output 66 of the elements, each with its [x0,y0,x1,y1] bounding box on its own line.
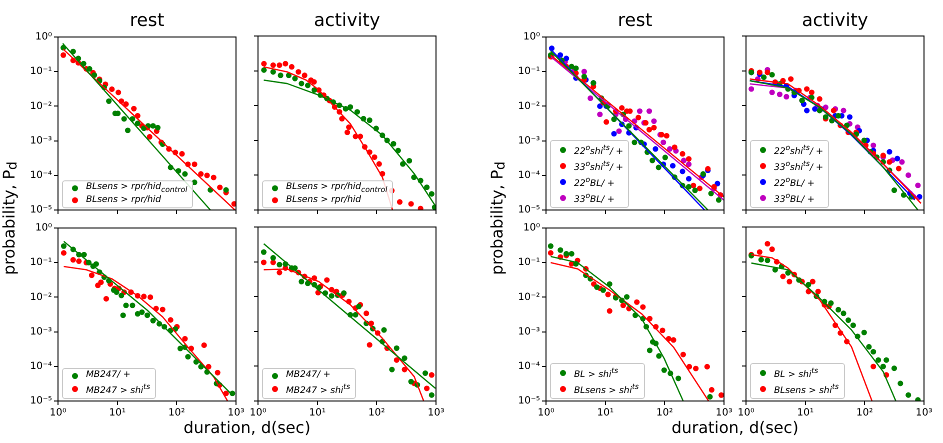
legend-label: MB247/ + [286,370,331,381]
y-tick-label: 10⁻³ [518,326,540,338]
y-tick-label: 10⁰ [35,32,52,43]
legend-label: 22$^{o}$shi$^{ts}$/ + [574,142,624,158]
legend-label: BLsens > rpr/hid [86,195,162,206]
y-tick-label: 10⁻¹ [30,66,52,78]
y-tick-label: 10⁻⁵ [518,396,540,407]
legend-label: 22$^{o}$BL/ + [574,174,615,190]
y-tick-label: 10⁻⁴ [518,360,540,372]
chart-title: activity [312,9,382,33]
x-tick-label: 10¹ [796,408,814,419]
y-tick-label: 10⁻³ [30,326,52,338]
y-tick-label: 10⁰ [523,32,540,43]
legend-label: BL > shi$^{ts}$ [574,365,618,381]
legend-label: MB247/ + [86,370,131,381]
legend-label: BLsens > rpr/hid$_{control}$ [86,182,188,195]
y-tick-label: 10⁰ [35,222,52,234]
x-tick-label: 10¹ [596,408,614,419]
chart-title: rest [128,9,166,33]
x-axis-title: duration, d(sec) [670,417,800,439]
x-tick-label: 10² [856,408,874,419]
y-tick-label: 10⁻⁵ [30,396,52,407]
legend-label: MB247 > shi$^{ts}$ [86,381,150,397]
x-tick-label: 10³ [228,408,244,419]
y-tick-label: 10⁻¹ [518,257,540,268]
y-tick-label: 10⁻⁵ [30,204,52,216]
legend-label: MB247 > shi$^{ts}$ [286,381,350,397]
y-tick-label: 10⁻¹ [30,257,52,268]
x-tick-label: 10⁰ [50,408,66,419]
legend-label: 33$^{o}$shi$^{ts}$/ + [574,158,624,174]
y-tick-label: 10⁻⁴ [30,170,52,181]
x-tick-label: 10⁰ [738,408,754,419]
x-tick-label: 10² [368,408,386,419]
legend-label: 33$^{o}$shi$^{ts}$/ + [774,158,824,174]
x-tick-label: 10¹ [308,408,326,419]
legend-label: 33$^{o}$BL/ + [574,190,615,206]
legend-label: 33$^{o}$BL/ + [774,190,815,206]
legend-label: BLsens > shi$^{ts}$ [574,381,639,397]
legend-label: 22$^{o}$shi$^{ts}$/ + [774,142,824,158]
x-tick-label: 10⁰ [538,408,554,419]
x-tick-label: 10³ [916,408,932,419]
y-tick-label: 10⁻⁵ [518,204,540,216]
x-tick-label: 10² [656,408,674,419]
legend-label: 22$^{o}$BL/ + [774,174,815,190]
y-tick-label: 10⁻² [30,100,52,112]
x-tick-label: 10³ [428,408,444,419]
y-tick-label: 10⁻³ [518,135,540,146]
legend-label: BL > shi$^{ts}$ [774,365,818,381]
x-axis-title: duration, d(sec) [182,417,312,439]
y-tick-label: 10⁻² [30,292,52,303]
y-tick-label: 10⁰ [523,222,540,234]
x-tick-label: 10⁰ [250,408,266,419]
x-tick-label: 10³ [716,408,732,419]
x-tick-label: 10¹ [108,408,126,419]
y-tick-label: 10⁻² [518,292,540,303]
y-tick-label: 10⁻⁴ [518,170,540,181]
legend-label: BLsens > rpr/hid$_{control}$ [286,182,388,195]
y-tick-label: 10⁻³ [30,135,52,146]
y-tick-label: 10⁻² [518,100,540,112]
y-tick-label: 10⁻¹ [518,66,540,78]
chart-title: rest [616,9,654,33]
legend-label: BLsens > rpr/hid [286,195,362,206]
legend-label: BLsens > shi$^{ts}$ [774,381,839,397]
chart-title: activity [800,9,870,33]
x-tick-label: 10² [168,408,186,419]
y-tick-label: 10⁻⁴ [30,360,52,372]
